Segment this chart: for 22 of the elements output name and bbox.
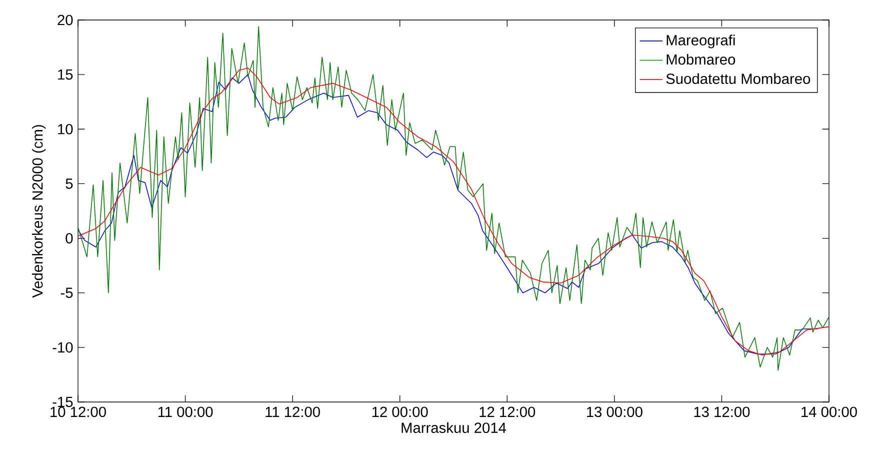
x-tick-label: 13 12:00 bbox=[694, 406, 750, 418]
y-tick-label: -10 bbox=[52, 342, 73, 353]
y-tick-label: 5 bbox=[66, 178, 73, 189]
y-tick-label: 10 bbox=[58, 124, 73, 134]
x-tick-label: 10 12:00 bbox=[50, 406, 106, 418]
legend-label: Suodatettu Mombareo bbox=[666, 73, 810, 84]
x-tick-label: 14 00:00 bbox=[802, 406, 857, 418]
y-tick-label: -5 bbox=[60, 288, 73, 298]
line-series bbox=[78, 26, 829, 371]
x-tick-label: 11 00:00 bbox=[158, 406, 213, 418]
legend-label: Mobmareo bbox=[666, 54, 736, 65]
x-tick-label: 12 00:00 bbox=[372, 406, 428, 418]
x-tick-label: 11 12:00 bbox=[266, 406, 320, 418]
y-tick-label: 20 bbox=[58, 14, 73, 26]
y-tick-label: 15 bbox=[58, 69, 73, 80]
x-tick-label: 12 12:00 bbox=[480, 406, 536, 418]
x-tick-label: 13 00:00 bbox=[586, 406, 642, 418]
legend-label: Mareografi bbox=[666, 34, 735, 48]
y-axis-title: Vedenkorkeus N2000 (cm) bbox=[32, 125, 46, 298]
y-tick-label: -15 bbox=[52, 396, 73, 408]
x-axis-title: Marraskuu 2014 bbox=[402, 422, 506, 434]
y-tick-label: 0 bbox=[66, 233, 73, 244]
